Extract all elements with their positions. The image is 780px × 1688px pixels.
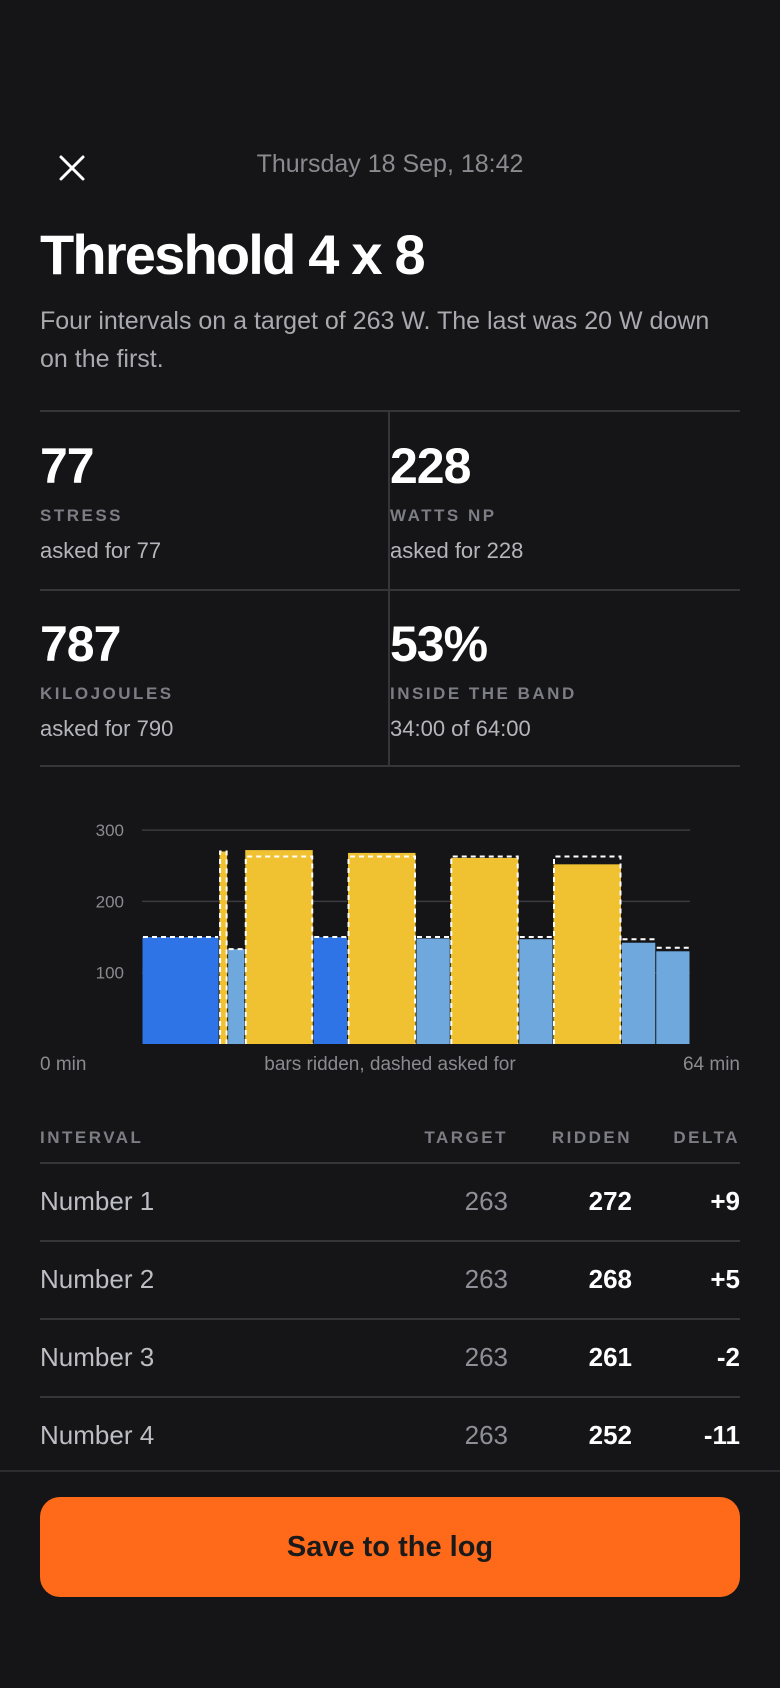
ridden-bar-work [219,851,228,1044]
top-bar: Thursday 18 Sep, 18:42 [0,138,780,194]
stat-stress: 77 STRESS asked for 77 [40,438,380,564]
interval-delta: -11 [703,1420,740,1450]
ridden-bar-warmup [142,937,219,1044]
interval-name: Number 4 [40,1420,155,1450]
power-chart: 300 200 100 [40,810,740,1070]
ridden-bar-work [348,852,416,1044]
stat-value: 787 [40,616,121,672]
ridden-bar-work [553,864,621,1044]
chart-footer: 0 min bars ridden, dashed asked for 64 m… [40,1054,740,1084]
interval-target: 263 [464,1342,508,1372]
stat-note: asked for 77 [40,538,162,563]
workout-title: Threshold 4 x 8 [40,223,426,286]
table-row: Number 2 263 268 +5 [40,1242,740,1320]
header-ridden: RIDDEN [551,1128,632,1147]
ridden-bar-recovery [228,949,245,1044]
interval-ridden: 268 [588,1264,632,1294]
ridden-bar-recovery [416,938,450,1044]
power-chart-svg: 300 200 100 [96,821,690,1044]
header-target: TARGET [424,1128,508,1147]
stat-label: WATTS NP [390,506,497,525]
stat-note: asked for 790 [40,716,174,741]
ridden-bar-work [245,850,313,1044]
stat-kilojoules: 787 KILOJOULES asked for 790 [40,616,380,742]
ridden-bar-work [450,857,519,1044]
workout-datetime: Thursday 18 Sep, 18:42 [256,150,524,178]
table-row: Number 3 263 261 -2 [40,1320,740,1398]
asked-for-outline [244,855,314,1044]
ridden-bar-recovery [656,951,690,1044]
save-to-log-button[interactable]: Save to the log [40,1497,740,1597]
interval-ridden: 261 [588,1342,632,1372]
interval-name: Number 2 [40,1264,155,1294]
stat-value: 77 [40,438,95,494]
y-tick-label: 200 [96,892,124,911]
x-axis-end-label: 64 min [682,1054,740,1075]
stat-note: asked for 228 [390,538,524,563]
interval-target: 263 [464,1420,508,1450]
table-row: Number 4 263 252 -11 [40,1398,740,1476]
footer-bar: Save to the log [0,1470,780,1688]
interval-target: 263 [464,1264,508,1294]
stat-inside-band: 53% INSIDE THE BAND 34:00 of 64:00 [390,616,730,742]
ridden-bar-recovery [622,942,656,1044]
workout-summary: Four intervals on a target of 263 W. The… [40,307,710,373]
stat-label: STRESS [40,506,124,525]
table-header: INTERVAL TARGET RIDDEN DELTA [40,1120,740,1164]
chart-caption: bars ridden, dashed asked for [264,1054,516,1075]
header-interval: INTERVAL [40,1128,144,1147]
y-tick-label: 300 [96,821,124,840]
asked-for-outline [450,855,519,1044]
stats-divider-horizontal [40,589,740,591]
asked-for-outline [347,855,416,1044]
stat-value: 228 [390,438,471,494]
header-delta: DELTA [673,1128,740,1147]
close-icon [59,155,85,181]
interval-name: Number 3 [40,1342,155,1372]
intervals-table: INTERVAL TARGET RIDDEN DELTA Number 1 26… [40,1120,740,1476]
interval-ridden: 272 [588,1186,632,1216]
stats-grid: 77 STRESS asked for 77 228 WATTS NP aske… [40,410,740,767]
asked-for-outline [553,855,622,1044]
interval-ridden: 252 [588,1420,632,1450]
interval-delta: +5 [710,1264,740,1294]
stats-divider-vertical [388,412,390,765]
stat-label: INSIDE THE BAND [390,684,577,703]
stat-watts-np: 228 WATTS NP asked for 228 [390,438,730,564]
ridden-bar-warmup [313,937,347,1044]
table-row: Number 1 263 272 +9 [40,1164,740,1242]
interval-target: 263 [464,1186,508,1216]
interval-delta: +9 [710,1186,740,1216]
stat-label: KILOJOULES [40,684,174,703]
ridden-bar-recovery [519,939,553,1044]
interval-name: Number 1 [40,1186,155,1216]
stat-value: 53% [390,616,488,672]
close-button[interactable] [52,148,92,188]
y-tick-label: 100 [96,964,124,983]
x-axis-start-label: 0 min [40,1054,87,1075]
stat-note: 34:00 of 64:00 [390,716,531,741]
interval-delta: -2 [716,1342,740,1372]
